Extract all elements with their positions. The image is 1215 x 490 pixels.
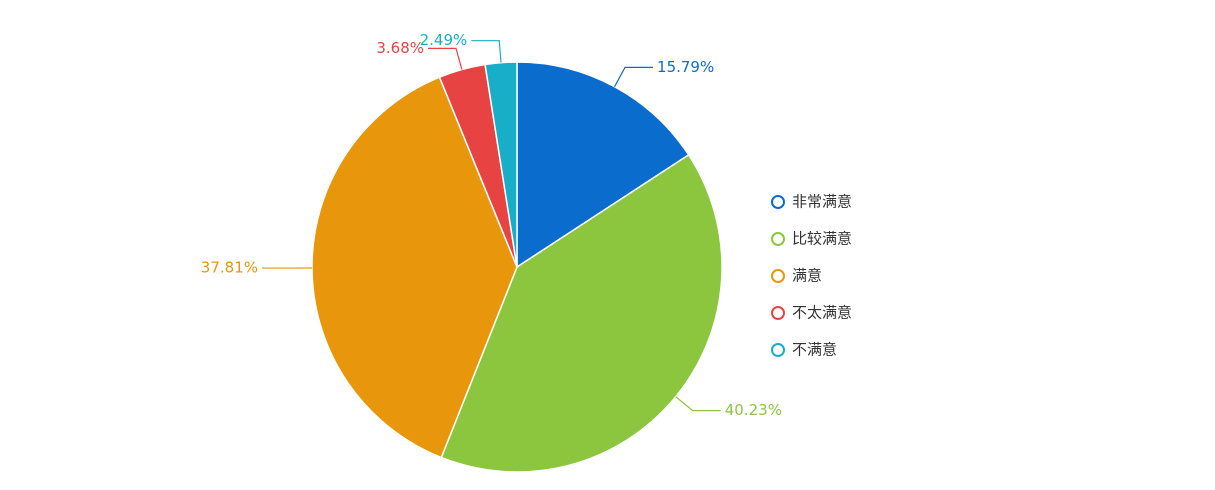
legend-label: 非常满意 — [792, 193, 852, 211]
data-label: 37.81% — [201, 259, 258, 277]
leader-line — [428, 47, 463, 70]
legend-label: 比较满意 — [792, 230, 852, 248]
legend-icon — [771, 195, 785, 209]
legend-icon — [771, 306, 785, 320]
leader-line — [675, 396, 721, 412]
leader-line — [471, 40, 502, 63]
leader-line — [614, 66, 654, 87]
data-label: 3.68% — [376, 39, 424, 57]
data-label: 2.49% — [420, 31, 468, 49]
pie: 15.79% 40.23% 37.81% 3.68%2.49% — [201, 31, 782, 473]
legend-label: 满意 — [792, 267, 822, 285]
legend-label: 不满意 — [792, 341, 837, 359]
legend-icon — [771, 232, 785, 246]
data-label: 40.23% — [725, 401, 782, 419]
data-label: 15.79% — [657, 58, 714, 76]
pie-slice — [311, 76, 518, 459]
legend-icon — [771, 269, 785, 283]
legend-label: 不太满意 — [792, 304, 852, 322]
legend-icon — [771, 343, 785, 357]
